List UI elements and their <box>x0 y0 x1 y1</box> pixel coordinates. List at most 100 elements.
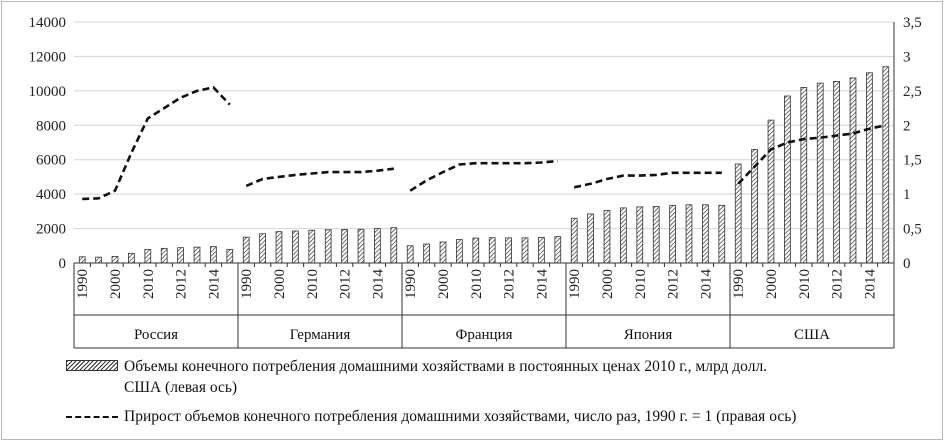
x-tick-label: 2000 <box>764 269 780 299</box>
y-right-tick-label: 3 <box>903 49 911 65</box>
bar <box>78 256 86 264</box>
x-tick-label: 1990 <box>403 269 419 299</box>
bar <box>226 249 234 264</box>
legend-bar-label-line1: Объемы конечного потребления домашними х… <box>124 358 768 375</box>
bar <box>374 228 381 264</box>
bar <box>636 206 644 264</box>
growth-line <box>245 167 394 188</box>
legend-line-swatch <box>66 416 118 418</box>
bar <box>603 210 611 264</box>
legend-bar-label-line2: США (левая ось) <box>124 379 238 396</box>
bar <box>767 119 775 264</box>
growth-line <box>573 171 722 189</box>
bar <box>275 231 283 264</box>
bar <box>702 204 709 264</box>
y-left-tick-label: 12000 <box>29 49 67 65</box>
growth-line <box>409 159 558 192</box>
x-tick-label: 2000 <box>436 269 452 299</box>
group-label: США <box>794 327 830 343</box>
bar <box>111 256 119 264</box>
x-tick-label: 2012 <box>174 269 190 299</box>
y-right-tick-label: 0 <box>903 256 911 272</box>
bar <box>570 217 578 264</box>
bar <box>324 229 332 264</box>
bar <box>734 163 742 264</box>
bar <box>849 77 857 264</box>
bar <box>587 213 594 264</box>
y-left-tick-label: 6000 <box>36 153 66 169</box>
legend-item-bars: Объемы конечного потребления домашними х… <box>66 356 926 398</box>
legend-bar-swatch <box>66 360 118 371</box>
legend: Объемы конечного потребления домашними х… <box>66 356 926 427</box>
y-left-tick-label: 10000 <box>29 84 67 100</box>
bar <box>160 247 168 264</box>
y-left-tick-label: 8000 <box>36 118 66 134</box>
bar <box>669 204 676 264</box>
x-tick-label: 2012 <box>338 269 354 299</box>
x-tick-label: 2010 <box>797 269 813 299</box>
x-tick-label: 2010 <box>305 269 321 299</box>
bar <box>718 204 726 264</box>
bar <box>685 204 693 264</box>
y-left-tick-label: 0 <box>59 256 67 272</box>
y-right-tick-label: 1,5 <box>903 153 922 169</box>
bar <box>242 236 250 264</box>
y-left-tick-label: 4000 <box>36 187 66 203</box>
y-left-tick-label: 2000 <box>36 222 66 238</box>
bar <box>554 236 562 264</box>
x-tick-label: 2014 <box>698 269 714 300</box>
bar <box>538 237 545 264</box>
bar <box>357 228 365 264</box>
x-tick-label: 1990 <box>239 269 255 299</box>
y-right-tick-label: 2 <box>903 118 911 134</box>
growth-line <box>82 85 231 201</box>
bar <box>784 95 791 264</box>
bar <box>210 246 217 264</box>
bar <box>423 243 430 264</box>
bar <box>292 230 299 264</box>
bar <box>177 247 184 264</box>
x-tick-label: 2012 <box>666 269 682 299</box>
bar <box>652 206 660 264</box>
bar <box>128 252 135 264</box>
x-tick-label: 2000 <box>272 269 288 299</box>
x-tick-label: 2014 <box>206 269 222 300</box>
x-tick-label: 2000 <box>600 269 616 299</box>
x-tick-label: 2012 <box>502 269 518 299</box>
bar <box>390 227 398 264</box>
y-right-tick-label: 2,5 <box>903 84 922 100</box>
y-left-tick-label: 14000 <box>29 15 67 31</box>
x-tick-label: 1990 <box>731 269 747 299</box>
bar <box>521 237 529 264</box>
x-tick-label: 2014 <box>862 269 878 300</box>
bar <box>95 256 102 264</box>
group-label: Россия <box>134 327 178 343</box>
bar <box>816 82 824 264</box>
bar <box>259 233 266 264</box>
legend-item-line: Прирост объемов конечного потребления до… <box>66 406 926 427</box>
bar <box>833 80 840 264</box>
bar <box>439 241 447 264</box>
bar <box>800 87 808 264</box>
x-tick-label: 2014 <box>534 269 550 300</box>
x-tick-label: 2000 <box>108 269 124 299</box>
bar <box>308 229 316 264</box>
bar <box>406 245 414 264</box>
y-right-tick-label: 3,5 <box>903 15 922 31</box>
group-label: Франция <box>456 327 513 343</box>
bar <box>505 237 512 264</box>
y-right-tick-label: 1 <box>903 187 911 203</box>
x-tick-label: 1990 <box>75 269 91 299</box>
legend-line-label: Прирост объемов конечного потребления до… <box>124 408 797 425</box>
x-tick-label: 2010 <box>469 269 485 299</box>
x-tick-label: 1990 <box>567 269 583 299</box>
growth-line <box>737 124 887 185</box>
bar <box>193 246 201 264</box>
y-right-tick-label: 0,5 <box>903 222 922 238</box>
x-tick-label: 2012 <box>830 269 846 299</box>
bar <box>341 229 348 264</box>
bar <box>472 237 480 264</box>
x-tick-label: 2010 <box>633 269 649 299</box>
x-tick-label: 2010 <box>141 269 157 299</box>
